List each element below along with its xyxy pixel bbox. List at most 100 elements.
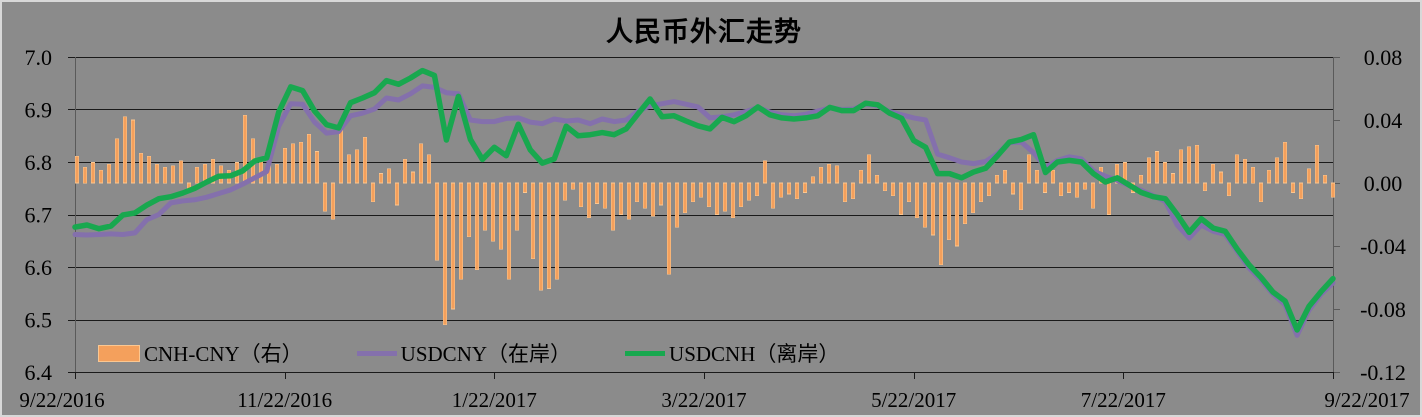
cnh-cny-spread-bar bbox=[1179, 149, 1183, 184]
cnh-cny-spread-bar bbox=[291, 143, 295, 184]
cnh-cny-spread-bar bbox=[619, 182, 623, 215]
cnh-cny-spread-bar bbox=[1227, 182, 1231, 196]
cnh-cny-spread-bar bbox=[699, 182, 703, 198]
cnh-cny-spread-bar bbox=[451, 182, 455, 310]
cnh-cny-spread-bar bbox=[651, 182, 655, 217]
cnh-cny-spread-bar bbox=[1091, 182, 1095, 209]
legend-item-usdcnh: USDCNH（离岸） bbox=[625, 338, 839, 368]
cnh-cny-spread-bar bbox=[1323, 174, 1327, 184]
left-axis-label: 7.0 bbox=[25, 45, 53, 70]
chart-title: 人民币外汇走势 bbox=[606, 17, 802, 47]
cnh-cny-spread-bar bbox=[403, 159, 407, 184]
usdcny-line-swatch-icon bbox=[356, 350, 397, 356]
cnh-cny-spread-bar bbox=[939, 182, 943, 266]
legend-item-usdcny: USDCNY（在岸） bbox=[356, 338, 571, 368]
x-axis-label: 11/22/2016 bbox=[237, 388, 332, 412]
cnh-cny-spread-bar bbox=[275, 163, 279, 184]
cnh-cny-spread-bar bbox=[811, 176, 815, 184]
cnh-cny-spread-bar bbox=[955, 182, 959, 247]
cnh-cny-spread-bar bbox=[643, 182, 647, 209]
cnh-cny-spread-bar bbox=[1203, 182, 1207, 192]
left-axis-label: 6.8 bbox=[25, 150, 53, 175]
cnh-cny-spread-bar bbox=[675, 182, 679, 228]
cnh-cny-spread-bar bbox=[1003, 170, 1007, 184]
cnh-cny-spread-bar bbox=[1163, 162, 1167, 184]
cnh-cny-spread-bar bbox=[1019, 182, 1023, 211]
cnh-cny-spread-bar bbox=[571, 182, 575, 190]
cnh-cny-spread-bar bbox=[843, 182, 847, 203]
cnh-cny-spread-bar bbox=[195, 167, 199, 184]
cnh-cny-spread-bar bbox=[515, 182, 519, 231]
cnh-cny-spread-bar bbox=[1083, 182, 1087, 190]
cnh-cny-spread-bar bbox=[1155, 151, 1159, 184]
cnh-cny-spread-bar bbox=[739, 182, 743, 207]
cnh-cny-spread-bar bbox=[691, 182, 695, 203]
cnh-cny-spread-bar bbox=[795, 182, 799, 199]
left-axis-label: 6.5 bbox=[25, 308, 53, 333]
legend-label-usdcnh: USDCNH（离岸） bbox=[669, 342, 840, 366]
cnh-cny-spread-bar bbox=[595, 182, 599, 204]
left-axis-label: 6.9 bbox=[25, 98, 53, 123]
cnh-cny-spread-bar bbox=[979, 182, 983, 203]
cnh-cny-spread-bar bbox=[755, 182, 759, 196]
x-axis-label: 9/22/2017 bbox=[1324, 388, 1409, 412]
cnh-cny-spread-bar bbox=[171, 165, 175, 184]
cnh-cny-spread-bar bbox=[1275, 157, 1279, 184]
cnh-cny-spread-bar bbox=[91, 162, 95, 184]
cnh-cny-spread-bar bbox=[907, 182, 911, 203]
cnh-cny-spread-bar bbox=[667, 182, 671, 275]
cnh-cny-spread-bar bbox=[899, 182, 903, 215]
x-axis-label: 5/22/2017 bbox=[871, 388, 956, 412]
cnh-cny-spread-bar bbox=[915, 182, 919, 219]
legend-item-cnh-cny: CNH-CNY（右） bbox=[98, 338, 303, 368]
cnh-cny-spread-bar bbox=[875, 174, 879, 184]
cnh-cny-spread-bar bbox=[563, 182, 567, 201]
cnh-cny-spread-bar bbox=[995, 174, 999, 184]
cnh-cny-spread-bar bbox=[411, 171, 415, 184]
cnh-cny-spread-bar bbox=[83, 167, 87, 184]
cnh-cny-spread-bar bbox=[315, 151, 319, 184]
cnh-cny-spread-bar bbox=[1331, 182, 1335, 198]
cnh-cny-spread-bar bbox=[355, 149, 359, 184]
cnh-cny-spread-bar bbox=[867, 154, 871, 184]
bar-series-swatch-icon bbox=[98, 344, 140, 362]
right-axis-label: -0.04 bbox=[1360, 234, 1406, 259]
x-axis-label: 3/22/2017 bbox=[661, 388, 746, 412]
cnh-cny-spread-bar bbox=[115, 138, 119, 184]
cnh-cny-spread-bar bbox=[891, 182, 895, 196]
cnh-cny-spread-bar bbox=[1035, 170, 1039, 184]
cnh-cny-spread-bar bbox=[1267, 170, 1271, 184]
cnh-cny-spread-bar bbox=[507, 182, 511, 280]
cnh-cny-spread-bar bbox=[139, 152, 143, 184]
usdcnh-line bbox=[72, 67, 1336, 333]
cnh-cny-spread-bar bbox=[779, 182, 783, 198]
left-axis-label: 6.7 bbox=[25, 203, 53, 228]
cnh-cny-spread-bar bbox=[283, 148, 287, 184]
cnh-cny-spread-bar bbox=[475, 182, 479, 270]
cnh-cny-spread-bar bbox=[723, 182, 727, 212]
cnh-cny-spread-bar bbox=[1235, 154, 1239, 184]
right-axis-label: 0.00 bbox=[1364, 171, 1403, 196]
cnh-cny-spread-bar bbox=[211, 159, 215, 184]
cnh-cny-spread-bar bbox=[1139, 174, 1143, 184]
cnh-cny-spread-bar bbox=[363, 137, 367, 184]
cnh-cny-spread-bar bbox=[963, 182, 967, 225]
cnh-cny-spread-bar bbox=[763, 160, 767, 184]
left-axis-label: 6.4 bbox=[25, 360, 53, 385]
cnh-cny-spread-bar bbox=[1219, 171, 1223, 184]
cnh-cny-spread-bar bbox=[379, 173, 383, 184]
cnh-cny-spread-bar bbox=[923, 182, 927, 228]
cnh-cny-spread-bar bbox=[1299, 182, 1303, 199]
cnh-cny-spread-bar bbox=[931, 182, 935, 236]
cnh-cny-spread-bar bbox=[123, 116, 127, 184]
cnh-cny-spread-bar bbox=[539, 182, 543, 291]
cnh-cny-spread-bar bbox=[787, 182, 791, 195]
cnh-cny-spread-bar bbox=[179, 160, 183, 184]
cnh-cny-spread-bar bbox=[1251, 167, 1255, 184]
cnh-cny-spread-bar bbox=[1259, 182, 1263, 203]
cnh-cny-spread-bar bbox=[883, 182, 887, 192]
cnh-cny-spread-bar bbox=[523, 182, 527, 193]
cnh-cny-spread-bar bbox=[99, 170, 103, 184]
cnh-cny-spread-bar bbox=[323, 182, 327, 212]
